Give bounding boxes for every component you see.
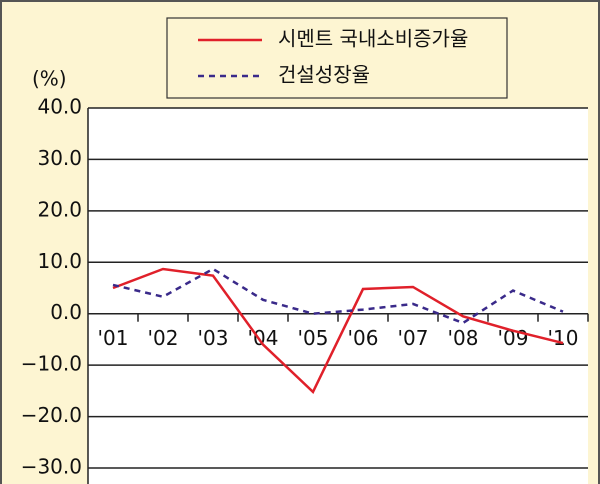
- y-tick-label: −20.0: [21, 403, 82, 427]
- y-tick-label: 40.0: [37, 95, 82, 119]
- x-tick-label: '06: [348, 326, 379, 350]
- x-tick-label: '03: [198, 326, 229, 350]
- y-tick-label: 0.0: [50, 300, 82, 324]
- y-tick-label: 30.0: [37, 146, 82, 170]
- plot-area: [88, 108, 588, 484]
- x-tick-label: '10: [548, 326, 579, 350]
- x-tick-label: '01: [98, 326, 129, 350]
- y-axis-label: (%): [32, 67, 67, 91]
- legend: [166, 17, 508, 99]
- legend-label: 시멘트 국내소비증가율: [278, 27, 468, 51]
- series-line: [112, 267, 564, 394]
- y-tick-label: 20.0: [37, 197, 82, 221]
- x-tick-label: '08: [448, 326, 479, 350]
- series-line: [112, 267, 564, 325]
- y-tick-label: −10.0: [21, 352, 82, 376]
- x-tick-label: '07: [398, 326, 429, 350]
- legend-label: 건설성장율: [278, 63, 370, 87]
- y-tick-label: 10.0: [37, 249, 82, 273]
- x-tick-label: '05: [298, 326, 329, 350]
- y-tick-label: −30.0: [21, 455, 82, 479]
- x-tick-label: '02: [148, 326, 179, 350]
